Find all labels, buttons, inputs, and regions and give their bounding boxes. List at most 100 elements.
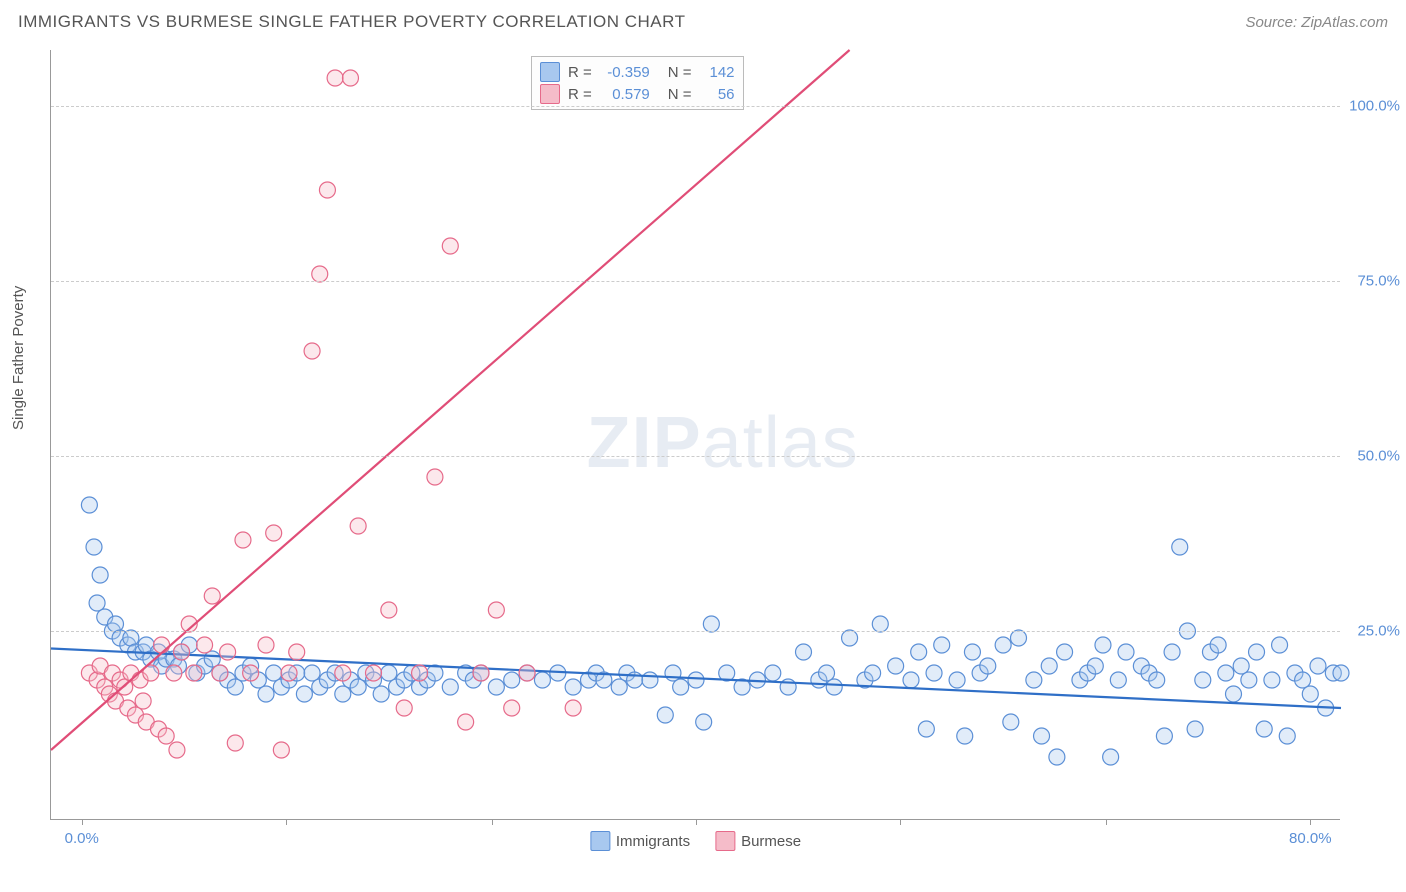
- scatter-point: [381, 665, 397, 681]
- scatter-point: [1187, 721, 1203, 737]
- scatter-point: [565, 679, 581, 695]
- chart-title: IMMIGRANTS VS BURMESE SINGLE FATHER POVE…: [18, 12, 685, 32]
- scatter-point: [642, 672, 658, 688]
- scatter-point: [342, 70, 358, 86]
- stats-row: R =0.579 N =56: [540, 83, 735, 105]
- scatter-point: [504, 700, 520, 716]
- scatter-point: [92, 567, 108, 583]
- scatter-point: [381, 602, 397, 618]
- scatter-point: [1026, 672, 1042, 688]
- scatter-point: [212, 665, 228, 681]
- chart-header: IMMIGRANTS VS BURMESE SINGLE FATHER POVE…: [18, 12, 1388, 32]
- scatter-point: [696, 714, 712, 730]
- chart-source: Source: ZipAtlas.com: [1245, 14, 1388, 31]
- stats-r-label: R =: [568, 86, 592, 103]
- scatter-point: [1218, 665, 1234, 681]
- stats-swatch: [540, 84, 560, 104]
- scatter-point: [1041, 658, 1057, 674]
- y-tick-label: 25.0%: [1357, 623, 1400, 640]
- scatter-point: [1195, 672, 1211, 688]
- scatter-point: [366, 665, 382, 681]
- scatter-point: [534, 672, 550, 688]
- x-tick: [696, 819, 697, 825]
- scatter-point: [227, 735, 243, 751]
- scatter-point: [1226, 686, 1242, 702]
- scatter-point: [657, 707, 673, 723]
- scatter-point: [1034, 728, 1050, 744]
- scatter-point: [266, 525, 282, 541]
- stats-n-value: 142: [700, 64, 735, 81]
- x-tick-label: 0.0%: [65, 830, 99, 847]
- x-tick: [82, 819, 83, 825]
- scatter-point: [458, 714, 474, 730]
- scatter-point: [1087, 658, 1103, 674]
- scatter-point: [1333, 665, 1349, 681]
- scatter-point: [350, 679, 366, 695]
- scatter-point: [258, 686, 274, 702]
- y-tick-label: 100.0%: [1349, 98, 1400, 115]
- gridline: [51, 631, 1340, 632]
- scatter-point: [81, 497, 97, 513]
- scatter-point: [488, 679, 504, 695]
- scatter-point: [519, 665, 535, 681]
- scatter-point: [918, 721, 934, 737]
- stats-swatch: [540, 62, 560, 82]
- scatter-point: [154, 637, 170, 653]
- scatter-point: [335, 665, 351, 681]
- scatter-point: [872, 616, 888, 632]
- scatter-point: [703, 616, 719, 632]
- gridline: [51, 106, 1340, 107]
- scatter-point: [89, 595, 105, 611]
- stats-r-value: -0.359: [600, 64, 650, 81]
- stats-n-label: N =: [668, 86, 692, 103]
- scatter-point: [442, 679, 458, 695]
- scatter-point: [258, 637, 274, 653]
- scatter-point: [1295, 672, 1311, 688]
- scatter-point: [412, 665, 428, 681]
- scatter-point: [1057, 644, 1073, 660]
- scatter-point: [1233, 658, 1249, 674]
- x-legend-item: Burmese: [715, 831, 801, 851]
- x-tick-label: 80.0%: [1289, 830, 1332, 847]
- scatter-point: [611, 679, 627, 695]
- scatter-point: [158, 728, 174, 744]
- chart-svg: [51, 50, 1340, 819]
- scatter-point: [1049, 749, 1065, 765]
- stats-n-value: 56: [700, 86, 735, 103]
- stats-r-label: R =: [568, 64, 592, 81]
- scatter-point: [169, 742, 185, 758]
- scatter-point: [289, 644, 305, 660]
- scatter-point: [504, 672, 520, 688]
- scatter-point: [1210, 637, 1226, 653]
- scatter-point: [980, 658, 996, 674]
- scatter-point: [957, 728, 973, 744]
- legend-label: Burmese: [741, 833, 801, 850]
- scatter-point: [1118, 644, 1134, 660]
- scatter-point: [220, 644, 236, 660]
- scatter-point: [327, 70, 343, 86]
- scatter-point: [335, 686, 351, 702]
- gridline: [51, 281, 1340, 282]
- y-tick-label: 75.0%: [1357, 273, 1400, 290]
- scatter-point: [197, 637, 213, 653]
- y-axis-label: Single Father Poverty: [10, 286, 27, 430]
- legend-label: Immigrants: [616, 833, 690, 850]
- scatter-point: [86, 539, 102, 555]
- scatter-point: [1095, 637, 1111, 653]
- scatter-point: [665, 665, 681, 681]
- scatter-point: [135, 693, 151, 709]
- legend-swatch: [590, 831, 610, 851]
- x-tick: [492, 819, 493, 825]
- y-tick-label: 50.0%: [1357, 448, 1400, 465]
- scatter-point: [903, 672, 919, 688]
- scatter-point: [488, 602, 504, 618]
- scatter-point: [204, 588, 220, 604]
- scatter-point: [442, 238, 458, 254]
- scatter-point: [304, 343, 320, 359]
- x-tick: [286, 819, 287, 825]
- scatter-point: [235, 532, 251, 548]
- scatter-point: [1256, 721, 1272, 737]
- scatter-point: [350, 518, 366, 534]
- stats-n-label: N =: [668, 64, 692, 81]
- scatter-point: [1241, 672, 1257, 688]
